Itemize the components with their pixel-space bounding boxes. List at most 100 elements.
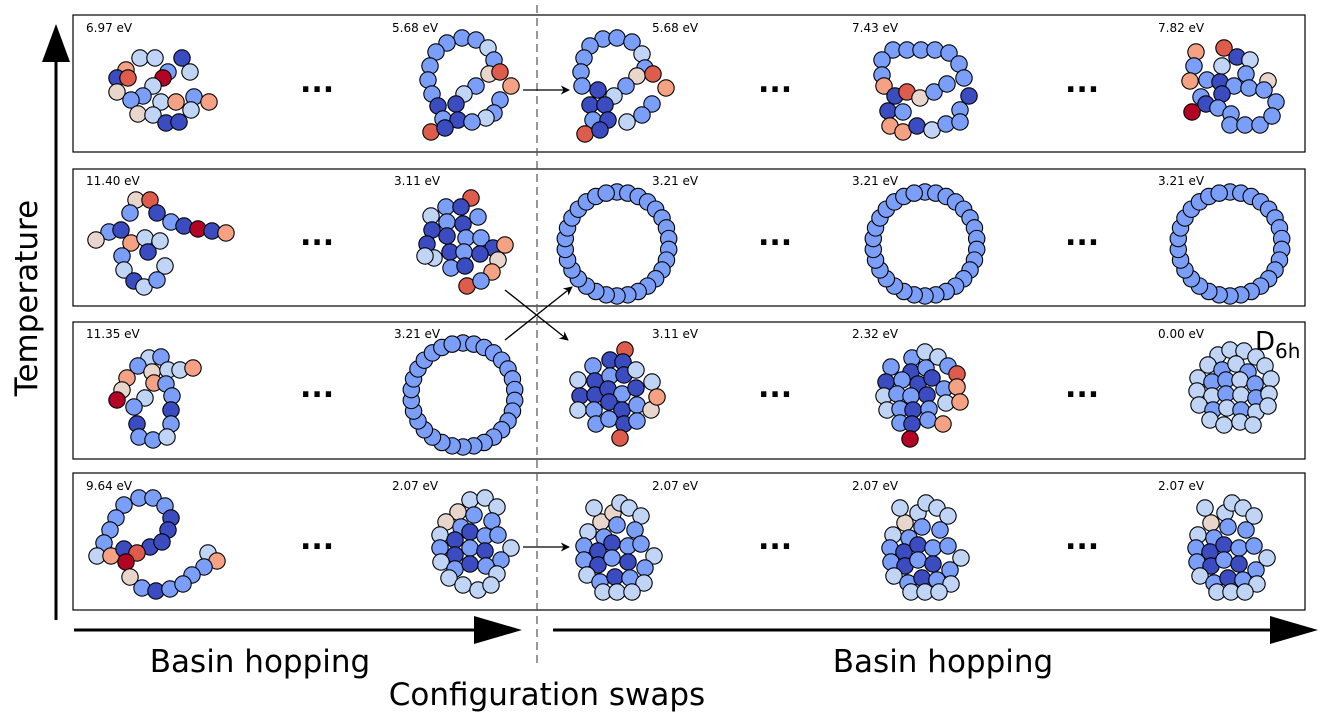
atom — [905, 184, 923, 202]
atom — [1255, 81, 1273, 99]
symmetry-sub: 6h — [1275, 339, 1300, 363]
atom — [618, 113, 636, 131]
atom — [1258, 549, 1276, 567]
atom — [1227, 355, 1245, 373]
atom — [581, 96, 599, 114]
basin-hopping-left-label: Basin hopping — [150, 644, 370, 680]
atom — [144, 106, 162, 124]
energy-label-r4-c4: 2.07 eV — [852, 479, 899, 493]
atom — [200, 93, 218, 111]
atom — [1221, 116, 1239, 134]
atom — [1245, 537, 1263, 555]
atom — [628, 412, 646, 430]
ellipsis-r2-left: ... — [300, 218, 334, 253]
atom — [148, 271, 166, 289]
cluster-6 — [87, 191, 235, 296]
atom — [1191, 567, 1209, 585]
ellipsis-r2-mid: ... — [758, 218, 792, 253]
energy-label-r3-c2: 3.21 eV — [394, 327, 441, 341]
atom — [913, 518, 931, 536]
atom — [643, 373, 661, 391]
atom — [463, 113, 481, 131]
atom — [1210, 184, 1228, 202]
energy-label-r1-c2: 5.68 eV — [392, 21, 439, 35]
atom — [623, 583, 641, 601]
atom — [1237, 521, 1255, 539]
atom — [1244, 416, 1262, 434]
atom — [930, 583, 948, 601]
atom — [619, 553, 637, 571]
atom — [151, 232, 169, 250]
atom — [170, 113, 188, 131]
atom — [600, 410, 618, 428]
atom — [1185, 57, 1203, 75]
atom — [122, 91, 140, 109]
atom — [121, 568, 139, 586]
ellipsis-r3-mid: ... — [758, 370, 792, 405]
atom — [603, 534, 621, 552]
atom — [1215, 551, 1233, 569]
atom — [938, 75, 956, 93]
atom — [173, 49, 191, 67]
atom — [960, 87, 978, 105]
atom — [461, 491, 479, 509]
atom — [167, 93, 185, 111]
atom — [87, 231, 105, 249]
atom — [585, 499, 603, 517]
atom — [446, 531, 464, 549]
atom — [657, 79, 675, 97]
atom — [117, 553, 135, 571]
temperature-axis-label: Temperature — [9, 200, 45, 397]
atom — [569, 401, 587, 419]
time-axis-left: Basin hopping — [74, 616, 522, 680]
basin-hopping-right-label: Basin hopping — [833, 644, 1053, 680]
atom — [461, 539, 479, 557]
atom — [432, 553, 450, 571]
row-panels — [72, 14, 1306, 611]
atom — [934, 415, 952, 433]
atom — [952, 549, 970, 567]
atom — [596, 96, 614, 114]
cluster-14 — [875, 343, 969, 448]
atom — [182, 101, 200, 119]
cluster-13 — [569, 341, 666, 447]
atom — [939, 537, 957, 555]
atom — [184, 359, 202, 377]
atom — [129, 105, 147, 123]
atom — [491, 63, 509, 81]
atom — [496, 236, 514, 254]
atom — [623, 33, 641, 51]
atom — [181, 63, 199, 81]
cluster-9 — [864, 183, 986, 305]
cluster-16 — [88, 489, 226, 600]
cluster-3 — [572, 29, 675, 143]
energy-label-r1-c5: 7.82 eV — [1158, 21, 1205, 35]
atom — [416, 247, 434, 265]
cluster-1 — [108, 49, 218, 132]
energy-label-r3-c1: 11.35 eV — [86, 327, 141, 341]
atom — [482, 576, 500, 594]
atom — [1181, 72, 1199, 90]
ellipsis-r1-mid: ... — [758, 65, 792, 100]
atom — [146, 49, 164, 67]
atom — [648, 388, 666, 406]
atom — [139, 243, 157, 261]
atom — [627, 379, 645, 397]
atom — [632, 535, 650, 553]
atom — [156, 257, 174, 275]
energy-label-r1-c1: 6.97 eV — [86, 21, 133, 35]
atom — [627, 361, 645, 379]
atom — [584, 357, 602, 375]
atom — [115, 496, 133, 514]
ellipsis-r3-left: ... — [300, 370, 334, 405]
atom — [894, 103, 912, 121]
atom — [1236, 116, 1254, 134]
atom — [1230, 539, 1248, 557]
atom — [882, 358, 900, 376]
atom — [1215, 416, 1233, 434]
atom — [502, 539, 520, 557]
atom — [611, 429, 629, 447]
atom — [153, 533, 171, 551]
cluster-4 — [873, 41, 978, 141]
ellipsis-r3-right: ... — [1065, 370, 1099, 405]
